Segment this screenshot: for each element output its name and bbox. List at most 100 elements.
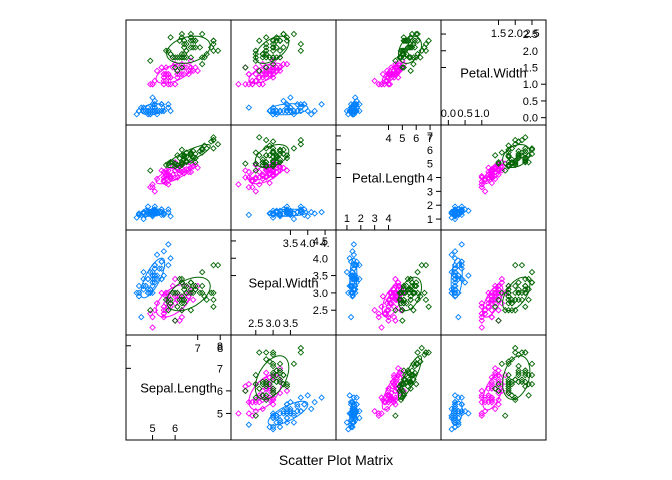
data-point xyxy=(408,371,416,379)
data-point xyxy=(386,392,394,399)
data-point xyxy=(392,412,399,419)
data-point xyxy=(418,47,425,54)
data-point xyxy=(283,380,291,388)
group-ellipse xyxy=(502,143,531,168)
data-point xyxy=(180,170,188,177)
data-point xyxy=(176,154,183,162)
data-point xyxy=(158,64,165,71)
group-ellipse xyxy=(140,103,166,116)
data-point xyxy=(169,54,177,61)
data-point xyxy=(245,380,253,388)
panel-Sepal.Width-vs-Petal.Length xyxy=(235,134,325,223)
data-point xyxy=(465,207,472,214)
data-point xyxy=(518,378,526,386)
chart-title: Scatter Plot Matrix xyxy=(279,452,393,468)
data-point xyxy=(269,47,277,54)
data-point xyxy=(410,54,417,61)
data-point xyxy=(252,64,260,71)
data-point xyxy=(393,67,401,75)
data-point xyxy=(160,310,168,317)
data-point xyxy=(187,279,195,286)
data-point xyxy=(399,387,406,395)
data-point xyxy=(451,215,459,223)
data-point xyxy=(371,306,378,314)
data-point xyxy=(283,414,291,422)
data-point xyxy=(371,77,378,85)
data-point xyxy=(259,171,266,178)
data-point xyxy=(297,101,305,108)
data-point xyxy=(283,383,291,390)
data-point xyxy=(256,74,263,81)
data-point xyxy=(162,296,170,304)
data-point xyxy=(156,265,163,272)
data-point xyxy=(498,380,506,388)
data-point xyxy=(505,142,512,149)
group-ellipse xyxy=(450,400,463,426)
panel-Sepal.Length-vs-Petal.Width xyxy=(133,30,222,118)
data-point xyxy=(404,286,412,293)
data-point xyxy=(382,398,389,406)
data-point xyxy=(505,286,512,293)
data-point xyxy=(297,47,305,54)
data-point xyxy=(400,296,407,304)
data-point xyxy=(378,303,385,310)
data-point xyxy=(508,296,516,304)
data-point xyxy=(167,213,174,220)
data-point xyxy=(153,175,161,183)
data-point xyxy=(495,159,502,166)
data-point xyxy=(210,136,217,144)
data-point xyxy=(178,50,186,58)
data-point xyxy=(388,70,395,78)
tick-label: 3 xyxy=(372,213,378,225)
data-point xyxy=(280,206,287,213)
data-point xyxy=(508,380,516,388)
data-point xyxy=(174,67,181,75)
data-point xyxy=(399,317,406,324)
data-point xyxy=(352,107,359,115)
data-point xyxy=(399,380,406,388)
data-point xyxy=(283,405,291,413)
data-point xyxy=(178,54,186,61)
tick-label: 4. xyxy=(320,238,329,250)
data-point xyxy=(512,344,519,352)
data-point xyxy=(407,67,414,75)
data-point xyxy=(498,289,506,297)
data-point xyxy=(392,306,399,314)
data-point xyxy=(522,371,529,379)
data-point xyxy=(522,289,529,297)
data-point xyxy=(495,164,502,172)
data-point xyxy=(262,356,270,363)
data-point xyxy=(478,324,486,331)
data-point xyxy=(276,419,284,426)
data-point xyxy=(495,306,502,314)
data-point xyxy=(375,313,383,321)
data-point xyxy=(178,146,186,154)
data-point xyxy=(171,80,179,88)
data-point xyxy=(491,385,499,392)
data-point xyxy=(245,104,253,111)
data-point xyxy=(458,241,465,248)
data-point xyxy=(385,303,392,310)
data-point xyxy=(262,67,270,75)
data-point xyxy=(389,70,396,78)
group-ellipse xyxy=(502,276,531,312)
data-point xyxy=(512,157,519,165)
data-point xyxy=(522,303,529,310)
data-point xyxy=(133,111,141,118)
data-point xyxy=(262,378,270,386)
data-point xyxy=(378,394,385,401)
data-point xyxy=(167,80,174,88)
data-point xyxy=(153,251,161,259)
data-point xyxy=(478,387,486,395)
data-point xyxy=(491,365,499,372)
data-point xyxy=(262,152,270,159)
group-ellipse xyxy=(166,276,211,312)
data-point xyxy=(528,360,536,368)
data-point xyxy=(287,94,294,101)
data-point xyxy=(165,74,172,81)
data-point xyxy=(269,40,277,48)
group-ellipse xyxy=(254,144,290,168)
data-point xyxy=(269,159,277,166)
data-point xyxy=(414,268,421,276)
